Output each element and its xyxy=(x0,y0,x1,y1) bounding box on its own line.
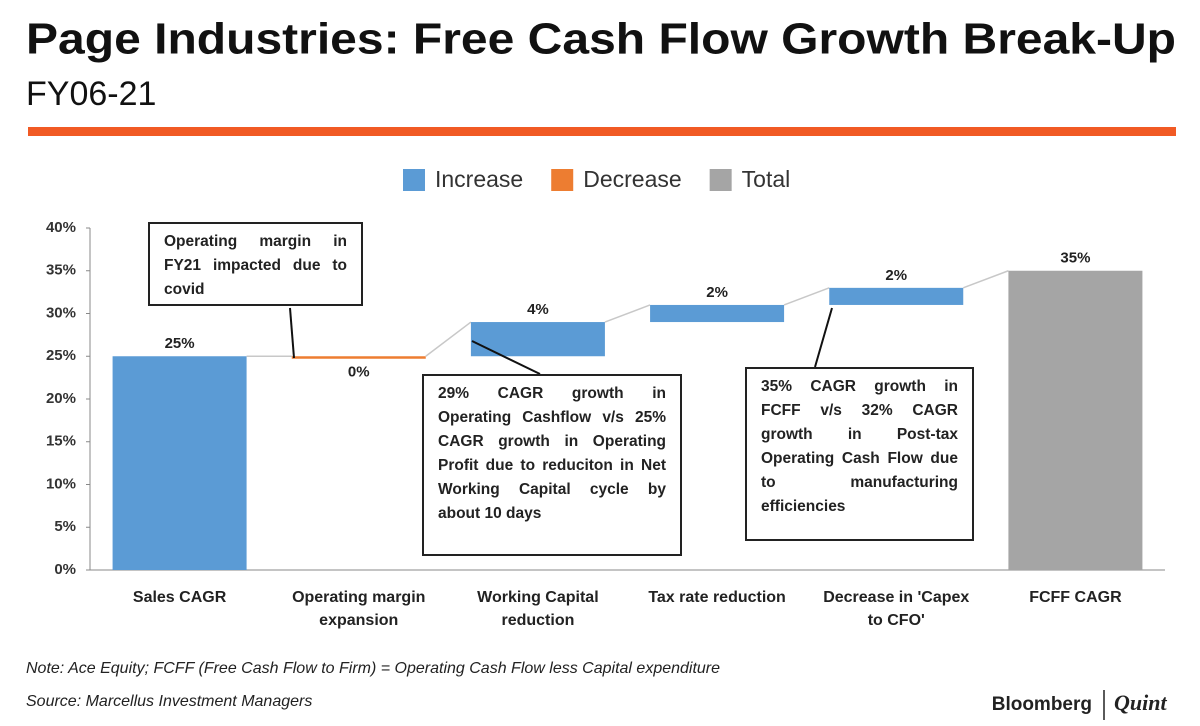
data-label: 2% xyxy=(885,267,907,284)
bar xyxy=(1008,270,1143,570)
subtitle: FY06-21 xyxy=(26,75,156,113)
connector xyxy=(962,270,1009,289)
y-tick-label: 20% xyxy=(46,390,76,407)
x-tick-label: Sales CAGR xyxy=(133,589,227,606)
y-tick-label: 25% xyxy=(46,347,76,364)
bar xyxy=(829,287,964,305)
y-tick-label: 35% xyxy=(46,262,76,279)
legend-label: Total xyxy=(742,166,791,192)
connector xyxy=(604,304,651,323)
x-tick-label: Decrease in 'Capex to CFO' xyxy=(823,589,969,629)
data-label: 25% xyxy=(165,335,195,352)
y-tick-label: 40% xyxy=(46,219,76,236)
data-label: 4% xyxy=(527,301,549,318)
bar xyxy=(291,356,426,359)
legend-swatch xyxy=(551,169,574,191)
connector xyxy=(783,287,830,306)
title: Page Industries: Free Cash Flow Growth B… xyxy=(26,15,1176,64)
bar xyxy=(112,356,247,570)
y-tick-label: 0% xyxy=(54,561,76,578)
source: Source: Marcellus Investment Managers xyxy=(26,693,312,710)
annotation-pointer xyxy=(289,307,295,359)
y-tick-label: 5% xyxy=(54,518,76,535)
x-tick-label: Operating margin expansion xyxy=(292,589,425,629)
x-tick-label: FCFF CAGR xyxy=(1029,589,1122,606)
annotation: Operating margin in FY21 impacted due to… xyxy=(148,222,363,306)
annotation: 29% CAGR growth in Operating Cashflow v/… xyxy=(422,374,682,556)
x-tick-label: Working Capital reduction xyxy=(477,589,599,629)
x-tick-label: Tax rate reduction xyxy=(648,589,786,606)
data-label: 2% xyxy=(706,284,728,301)
bar xyxy=(650,304,785,323)
legend-swatch xyxy=(709,169,732,191)
annotation: 35% CAGR growth in FCFF v/s 32% CAGR gro… xyxy=(745,367,974,541)
connector xyxy=(425,321,472,357)
y-tick-label: 15% xyxy=(46,433,76,450)
legend-label: Decrease xyxy=(583,166,681,192)
legend-swatch xyxy=(403,169,425,191)
y-tick-label: 30% xyxy=(46,304,76,321)
data-label: 0% xyxy=(348,364,370,381)
legend-label: Increase xyxy=(435,166,523,192)
data-label: 35% xyxy=(1060,250,1090,267)
annotation-pointer xyxy=(814,307,833,368)
note: Note: Ace Equity; FCFF (Free Cash Flow t… xyxy=(26,660,720,677)
annotation-pointer xyxy=(471,340,541,375)
brand: Quint xyxy=(1114,690,1167,715)
brand: Bloomberg xyxy=(992,694,1092,715)
header-rule xyxy=(28,127,1176,136)
y-tick-label: 10% xyxy=(46,475,76,492)
